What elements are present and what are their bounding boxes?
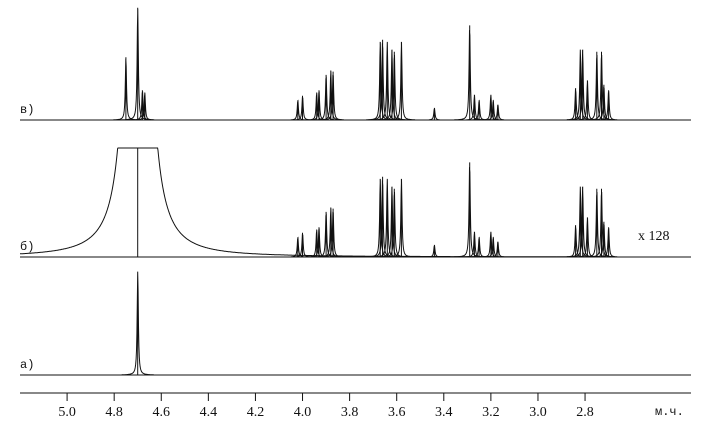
peak (600, 227, 618, 258)
series-label: в) (20, 103, 34, 117)
peak (322, 208, 344, 258)
peak (308, 92, 325, 121)
peak (583, 188, 610, 258)
x-tick-label: 3.0 (529, 405, 547, 420)
peak (454, 162, 485, 258)
peak (113, 57, 139, 121)
x-tick-label: 4.0 (294, 405, 312, 420)
peak (294, 95, 310, 121)
x-tick-label: 5.0 (58, 405, 76, 420)
peak (594, 221, 613, 258)
peak (381, 51, 408, 121)
x-tick-label: 3.8 (341, 405, 359, 420)
peak (600, 90, 618, 121)
x-tick-label: 3.2 (482, 405, 500, 420)
peak (387, 178, 416, 258)
peak (428, 244, 440, 258)
peak (322, 71, 344, 121)
peak (569, 49, 596, 121)
peak (294, 232, 310, 258)
series-label: б) (20, 240, 34, 254)
peak (121, 271, 154, 376)
peak (366, 178, 394, 258)
x-tick-label: 3.6 (388, 405, 406, 420)
peak (482, 94, 499, 121)
peak (381, 188, 408, 258)
peak (20, 147, 606, 258)
x-axis-label: м.ч. (655, 405, 684, 419)
peak (308, 229, 325, 258)
peak (366, 41, 394, 121)
peak (373, 178, 401, 258)
x-tick-label: 4.8 (105, 405, 123, 420)
x-tick-label: 4.4 (200, 405, 218, 420)
peak (387, 41, 416, 121)
peak (373, 41, 401, 121)
x-tick-label: 2.8 (576, 405, 594, 420)
annotation: x 128 (638, 229, 670, 244)
peak (588, 188, 615, 258)
peak (594, 84, 613, 121)
peak (454, 25, 485, 121)
peak (567, 186, 594, 258)
peak (319, 70, 342, 121)
peak (491, 241, 505, 258)
x-tick-label: 4.2 (247, 405, 265, 420)
peak (136, 92, 153, 121)
peak (567, 49, 594, 121)
peak (319, 207, 342, 258)
peak (428, 107, 440, 121)
x-tick-label: 4.6 (153, 405, 171, 420)
peak (491, 104, 505, 121)
series-label: а) (20, 358, 34, 372)
peak (482, 231, 499, 258)
peak (588, 51, 615, 121)
peak (583, 51, 610, 121)
x-tick-label: 3.4 (435, 405, 453, 420)
peak (569, 186, 596, 258)
